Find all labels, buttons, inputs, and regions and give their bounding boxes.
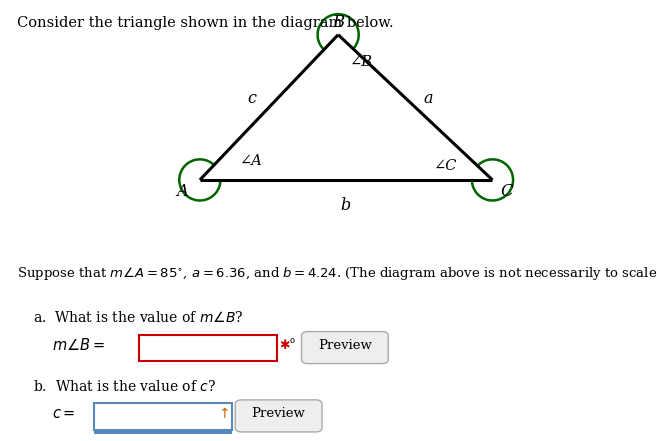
Text: a.  What is the value of $m\angle B$?: a. What is the value of $m\angle B$? xyxy=(33,310,243,325)
Text: ∠B: ∠B xyxy=(350,56,373,70)
Text: c: c xyxy=(248,90,256,107)
Text: A: A xyxy=(176,183,188,200)
Text: B: B xyxy=(332,14,344,31)
Text: Consider the triangle shown in the diagram below.: Consider the triangle shown in the diagr… xyxy=(16,16,394,30)
Text: Preview: Preview xyxy=(252,407,306,420)
Text: C: C xyxy=(500,183,513,200)
Text: Enter a mathematical expression [more..]: Enter a mathematical expression [more..] xyxy=(54,437,272,441)
Text: b: b xyxy=(341,197,351,214)
Text: ↑: ↑ xyxy=(219,407,230,421)
Bar xyxy=(139,335,277,362)
Text: ∠C: ∠C xyxy=(434,159,457,173)
Text: $c =$: $c =$ xyxy=(52,407,76,421)
Text: b.  What is the value of $c$?: b. What is the value of $c$? xyxy=(33,379,215,394)
Text: ∠A: ∠A xyxy=(240,154,263,168)
Bar xyxy=(94,403,232,430)
Text: °: ° xyxy=(288,338,296,352)
Text: a: a xyxy=(423,90,432,107)
Text: Preview: Preview xyxy=(318,339,372,352)
FancyBboxPatch shape xyxy=(302,332,388,363)
Text: Suppose that $m\angle A = 85^{\circ}$, $a = 6.36$, and $b = 4.24$. (The diagram : Suppose that $m\angle A = 85^{\circ}$, $… xyxy=(16,265,657,282)
Text: $m\angle B =$: $m\angle B =$ xyxy=(52,337,105,353)
FancyBboxPatch shape xyxy=(235,400,322,432)
Text: ✱: ✱ xyxy=(280,339,290,352)
Bar xyxy=(94,431,232,441)
